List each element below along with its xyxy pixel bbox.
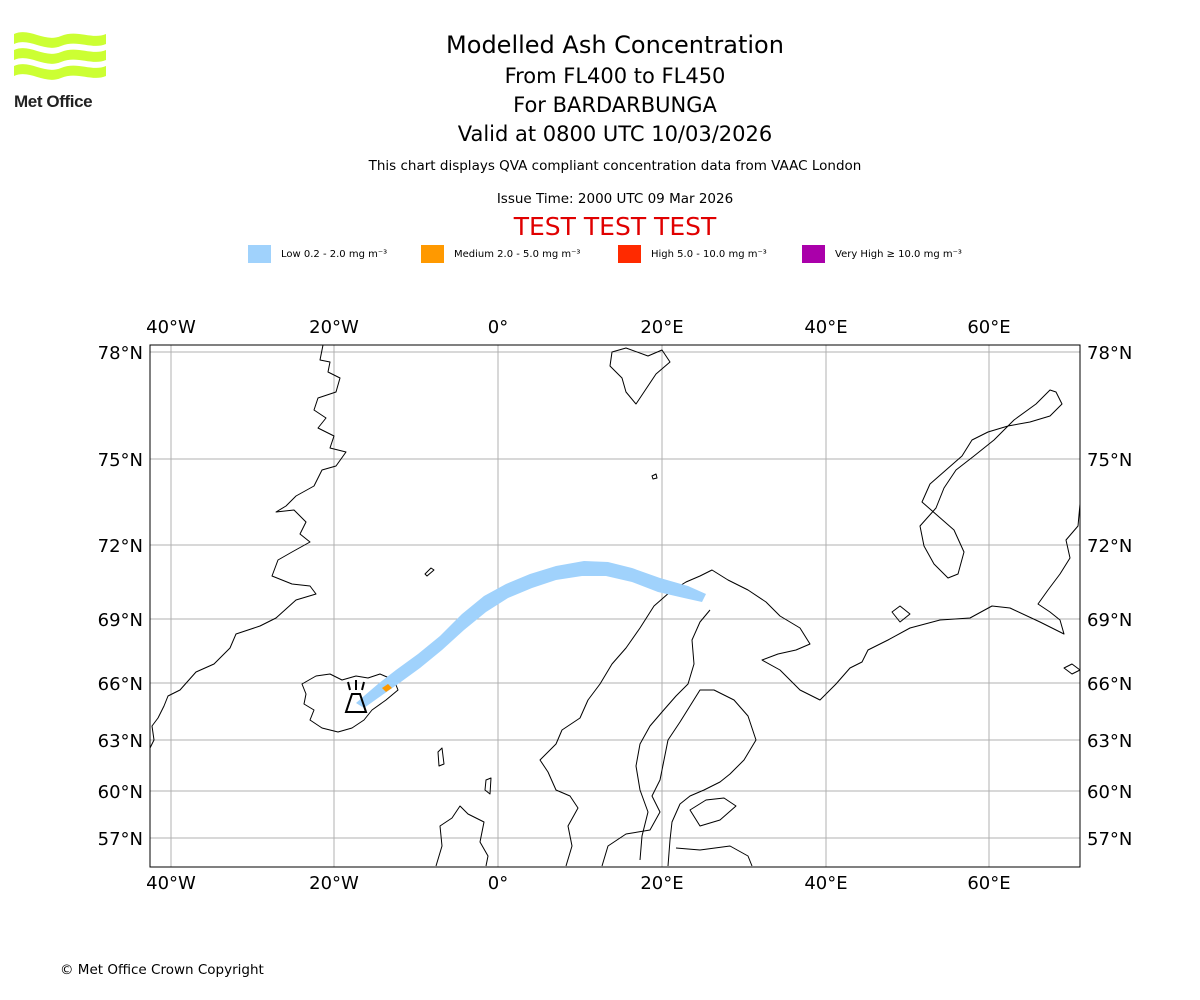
legend-item-medium: Medium 2.0 - 5.0 mg m⁻³ <box>421 244 580 264</box>
compliance-note: This chart displays QVA compliant concen… <box>368 158 862 174</box>
legend-label: Low 0.2 - 2.0 mg m⁻³ <box>281 248 388 260</box>
lon-label-bottom: 0° <box>488 873 508 894</box>
valid-time: Valid at 0800 UTC 10/03/2026 <box>457 122 773 146</box>
legend-item-very-high: Very High ≥ 10.0 mg m⁻³ <box>802 244 962 264</box>
lat-label-left: 69°N <box>98 610 143 631</box>
greenland-coast <box>149 344 347 749</box>
legend-swatch <box>802 245 825 263</box>
legend-swatch <box>421 245 444 263</box>
legend-swatch <box>248 245 271 263</box>
novaya-zemlya-coast <box>919 389 1063 579</box>
legend-item-low: Low 0.2 - 2.0 mg m⁻³ <box>248 244 387 264</box>
lat-label-left: 72°N <box>98 536 143 557</box>
lat-label-right: 69°N <box>1087 610 1132 631</box>
lon-label-top: 60°E <box>967 317 1010 338</box>
copyright-notice: © Met Office Crown Copyright <box>60 962 264 978</box>
lat-label-left: 60°N <box>98 782 143 803</box>
lon-label-top: 20°W <box>309 317 359 338</box>
chart-title: Modelled Ash Concentration <box>446 31 784 59</box>
met-office-logo: Met Office <box>14 30 108 111</box>
lat-label-left: 78°N <box>98 343 143 364</box>
lat-label-right: 60°N <box>1087 782 1132 803</box>
ash-plume-low <box>356 561 706 708</box>
sweden-bothnia-coast <box>635 609 711 861</box>
baltic-coast <box>601 689 757 867</box>
lat-label-right: 75°N <box>1087 450 1132 471</box>
bear-island-coast <box>651 473 658 480</box>
kanin-coast <box>891 605 911 623</box>
flight-level-range: From FL400 to FL450 <box>504 64 726 88</box>
lon-label-bottom: 20°W <box>309 873 359 894</box>
volcano-name: For BARDARBUNGA <box>513 93 717 117</box>
scandinavia-coast <box>539 503 1081 867</box>
legend-label: High 5.0 - 10.0 mg m⁻³ <box>651 248 767 260</box>
jan-mayen-coast <box>424 567 435 577</box>
legend-item-high: High 5.0 - 10.0 mg m⁻³ <box>618 244 767 264</box>
lat-label-right: 78°N <box>1087 343 1132 364</box>
volcano-icon <box>344 680 368 713</box>
legend-label: Very High ≥ 10.0 mg m⁻³ <box>835 248 962 260</box>
lon-label-bottom: 60°E <box>967 873 1010 894</box>
shetland-coast <box>484 777 492 795</box>
logo-text: Met Office <box>14 92 93 111</box>
coastlines <box>149 344 1081 867</box>
lon-label-top: 20°E <box>640 317 683 338</box>
svalbard-coast <box>609 347 671 405</box>
lon-label-top: 0° <box>488 317 508 338</box>
ash-plume-medium <box>382 684 392 692</box>
estonia-coast <box>689 797 737 827</box>
test-banner: TEST TEST TEST <box>513 212 717 241</box>
lon-label-bottom: 40°W <box>146 873 196 894</box>
lon-label-bottom: 20°E <box>640 873 683 894</box>
met-office-waves-icon <box>14 32 106 80</box>
iceland-coast <box>301 673 399 733</box>
legend-swatch <box>618 245 641 263</box>
lat-label-right: 57°N <box>1087 829 1132 850</box>
map-frame <box>149 344 1081 868</box>
lat-label-left: 57°N <box>98 829 143 850</box>
lon-label-top: 40°W <box>146 317 196 338</box>
lat-label-left: 66°N <box>98 674 143 695</box>
russia-baltic-coast <box>675 845 753 867</box>
lat-label-right: 66°N <box>1087 674 1132 695</box>
legend-label: Medium 2.0 - 5.0 mg m⁻³ <box>454 248 581 260</box>
lat-label-right: 72°N <box>1087 536 1132 557</box>
lat-label-right: 63°N <box>1087 731 1132 752</box>
lon-label-top: 40°E <box>804 317 847 338</box>
scotland-coast <box>435 805 489 867</box>
yamal-coast <box>1063 663 1081 675</box>
faroe-coast <box>437 747 445 767</box>
issue-time: Issue Time: 2000 UTC 09 Mar 2026 <box>496 191 734 207</box>
lat-label-left: 63°N <box>98 731 143 752</box>
lon-label-bottom: 40°E <box>804 873 847 894</box>
chart-titles: Modelled Ash Concentration From FL400 to… <box>300 28 930 149</box>
lat-label-left: 75°N <box>98 450 143 471</box>
